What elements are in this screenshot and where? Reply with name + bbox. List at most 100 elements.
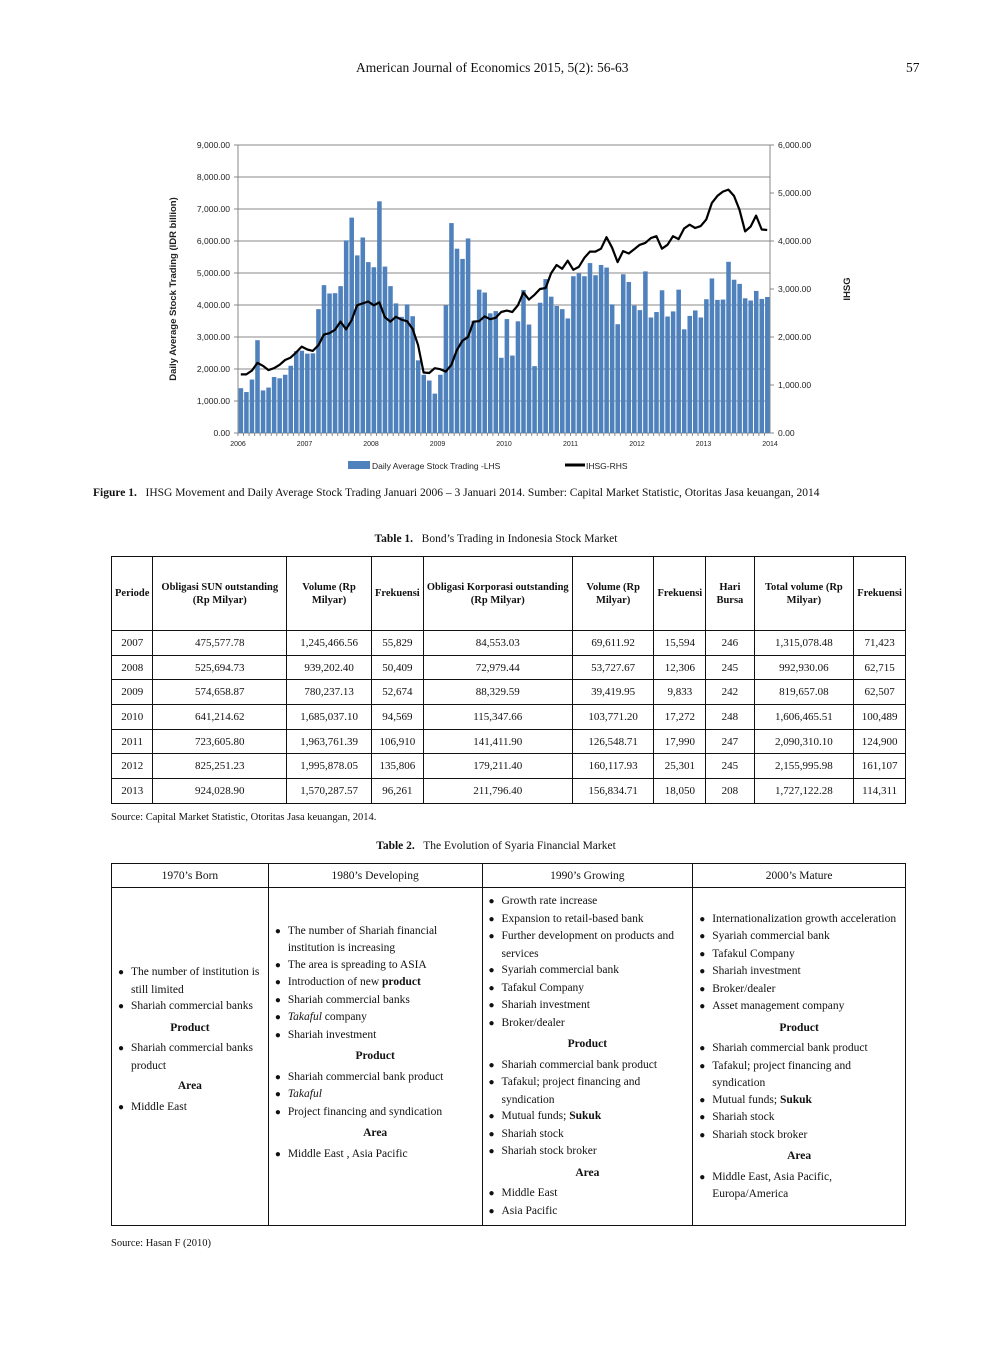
area-heading: Area [363, 1127, 388, 1140]
x-tick-label: 2013 [696, 441, 712, 448]
y-tick-label-left: 5,000.00 [197, 268, 230, 278]
table-cell: 2009 [110, 679, 154, 706]
bar [659, 290, 665, 433]
bar [643, 271, 648, 433]
bar [560, 309, 565, 433]
table-cell: 106,910 [371, 728, 424, 755]
item-bold-text: Sukuk [779, 1093, 812, 1106]
y-tick-label-left: 2,000.00 [197, 364, 230, 374]
table-1-col-header: Hari Bursa [705, 556, 755, 631]
bar [615, 324, 620, 433]
item-italic-text: Takaful [287, 1088, 322, 1101]
table-1-label: Table 1. [374, 533, 414, 545]
table-2-title: Table 2. The Evolution of Syaria Financi… [0, 840, 992, 852]
list-item: Shariah investment [275, 1027, 476, 1045]
table-row: 2011 723,605.80 1,963,761.39 106,910 141,411… [110, 728, 906, 755]
table-2-title-text: The Evolution of Syaria Financial Market [423, 840, 616, 852]
bar [737, 283, 742, 433]
list-item: Asset management company [699, 998, 899, 1016]
list-item: Growth rate increase [489, 893, 687, 911]
list-item: The area is spreading to ASIA [275, 957, 476, 975]
bar [471, 320, 476, 433]
y-axis-title-right: IHSG [842, 277, 853, 300]
y-tick-label-left: 4,000.00 [197, 300, 230, 310]
list-item: Internationalization growth acceleration [699, 911, 899, 929]
table-cell: 39,419.95 [571, 679, 655, 706]
y-tick-label-left: 8,000.00 [197, 172, 230, 182]
y-tick-label-right: 1,000.00 [778, 380, 811, 390]
bar [410, 316, 415, 433]
bar [343, 240, 349, 433]
table-cell: 939,202.40 [286, 654, 372, 681]
item-text: company [321, 1011, 367, 1024]
y-tick-label-left: 6,000.00 [197, 236, 230, 246]
bar [449, 223, 454, 433]
table-cell: 246 [705, 630, 755, 656]
table-cell: 242 [705, 679, 755, 706]
list-item: Syariah commercial bank [489, 962, 687, 980]
table-cell: 96,261 [371, 778, 424, 804]
y-tick-label-right: 5,000.00 [778, 188, 811, 198]
x-tick-label: 2011 [563, 441, 578, 448]
bar [698, 317, 704, 433]
product-heading: Product [355, 1050, 395, 1063]
area-heading: Area [177, 1080, 202, 1092]
bar [260, 390, 266, 433]
bar [704, 299, 709, 433]
bar [338, 286, 343, 433]
list-item: Shariah commercial bank product [699, 1040, 899, 1058]
x-tick-label: 2007 [297, 441, 313, 448]
bar [604, 267, 609, 433]
bar [687, 315, 693, 433]
col-1980s: 1980’s Developing [267, 863, 483, 888]
table-cell: 1,245,466.56 [286, 630, 372, 656]
table-cell: 574,658.87 [152, 679, 288, 706]
table-cell: 1,606,465.51 [753, 704, 855, 730]
legend-label-bars: Daily Average Stock Trading -LHS [372, 461, 501, 471]
running-head: American Journal of Economics 2015, 5(2)… [356, 60, 629, 75]
bar [515, 321, 521, 433]
item-text: Introduction of new [287, 976, 380, 989]
cell-2000s: Internationalization growth acceleration… [692, 887, 906, 1226]
table-row: 2008 525,694.73 939,202.40 50,409 72,979.44 5… [110, 654, 906, 681]
bar [238, 388, 244, 433]
list-item: Shariah stock broker [489, 1143, 687, 1161]
table-cell: 62,507 [853, 679, 906, 706]
table-row: 2009 574,658.87 780,237.13 52,674 88,329.59 3… [110, 679, 906, 706]
y-tick-label-right: 0.00 [778, 428, 795, 438]
list-item: Shariah stock [699, 1109, 899, 1127]
bar [443, 305, 449, 433]
list-item: Shariah commercial bank product [489, 1057, 687, 1075]
table-cell: 825,251.23 [152, 753, 288, 780]
table-row: 2010 641,214.62 1,685,037.10 94,569 115,347.… [110, 704, 906, 730]
table-cell: 71,423 [853, 630, 906, 656]
bar [521, 289, 526, 433]
cell-1970s: The number of institution is still limit… [111, 887, 269, 1226]
table-cell: 924,028.90 [152, 778, 288, 804]
bar [321, 285, 327, 433]
table-1-col-header: Total volume (Rp Milyar) [753, 556, 855, 631]
table-cell: 103,771.20 [571, 704, 655, 730]
x-tick-label: 2008 [363, 441, 379, 448]
bar [598, 265, 604, 433]
bar [487, 313, 493, 433]
bar [460, 258, 465, 433]
table-1-col-header: Frekuensi [853, 556, 906, 631]
table-1-header-row: Periode Obligasi SUN outstanding (Rp Mily… [110, 556, 906, 631]
y-tick-label-left: 9,000.00 [197, 140, 230, 150]
table-cell: 9,833 [653, 679, 707, 706]
table-cell: 124,900 [853, 728, 906, 755]
bar [249, 379, 255, 433]
bar [366, 262, 371, 433]
bar [332, 293, 338, 433]
list-item: Shariah investment [489, 997, 687, 1015]
bar [377, 201, 382, 433]
table-cell: 1,570,287.57 [286, 778, 372, 804]
table-2-syaria-evolution: 1970’s Born 1980’s Developing 1990’s Gro… [111, 863, 906, 1226]
table-cell: 208 [705, 778, 755, 804]
area-heading: Area [575, 1166, 600, 1179]
bar [393, 303, 399, 433]
bar [327, 293, 332, 433]
bar [305, 353, 310, 433]
y-tick-label-right: 4,000.00 [778, 236, 811, 246]
